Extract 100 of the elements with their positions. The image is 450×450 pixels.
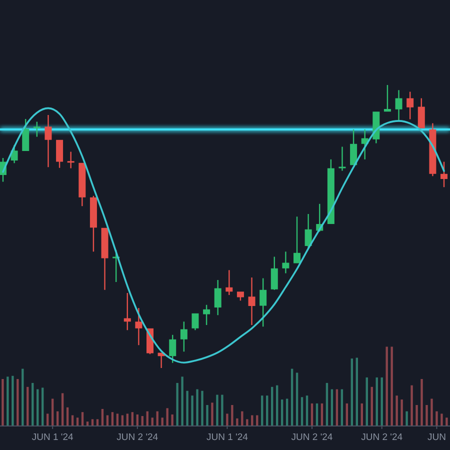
bar xyxy=(376,377,378,426)
bar xyxy=(81,412,84,426)
bar xyxy=(156,411,158,426)
bar xyxy=(221,394,224,426)
bar xyxy=(181,376,184,426)
bar xyxy=(216,394,218,426)
bar xyxy=(286,398,288,426)
bar xyxy=(276,385,278,426)
bar xyxy=(91,419,94,426)
candlestick xyxy=(44,115,52,168)
bar xyxy=(12,376,14,426)
bar xyxy=(206,405,208,426)
bar xyxy=(270,386,274,426)
candlestick xyxy=(395,90,402,120)
candlestick xyxy=(248,277,256,325)
bar xyxy=(420,379,423,426)
bar xyxy=(241,411,244,426)
bar xyxy=(171,414,174,426)
bar xyxy=(310,403,314,426)
bar xyxy=(151,418,154,426)
candlestick xyxy=(226,270,233,295)
bar xyxy=(191,396,194,426)
bar xyxy=(236,418,238,426)
x-tick-label: JUN 1 '24 xyxy=(206,432,248,443)
x-tick-label: JUN 2 '24 xyxy=(291,432,333,443)
candlestick xyxy=(214,280,222,316)
bar xyxy=(146,411,148,426)
bar xyxy=(356,358,358,426)
bar xyxy=(350,358,354,426)
bar xyxy=(76,418,79,426)
bar xyxy=(42,388,44,426)
bar xyxy=(380,377,383,426)
bar xyxy=(211,402,214,426)
bar xyxy=(166,408,168,426)
bar xyxy=(300,397,304,426)
bar xyxy=(326,382,328,426)
bar xyxy=(22,368,24,426)
bar xyxy=(51,398,54,426)
bar xyxy=(416,405,418,426)
candlestick xyxy=(67,152,74,168)
bar xyxy=(406,411,408,426)
x-tick-label: JUN 2 '24 xyxy=(116,432,158,443)
bar xyxy=(316,403,318,426)
bar xyxy=(111,412,114,426)
bar xyxy=(231,405,234,426)
candlestick xyxy=(33,122,40,137)
bar xyxy=(26,386,29,426)
bar xyxy=(366,377,368,426)
bar xyxy=(36,389,39,426)
bar xyxy=(440,414,443,426)
bar xyxy=(261,396,264,426)
bar xyxy=(226,414,228,426)
bar xyxy=(116,414,119,426)
candlestick xyxy=(282,252,290,274)
x-tick-label: JUN 2 '24 xyxy=(361,432,403,443)
bar xyxy=(410,385,413,426)
bar xyxy=(290,368,294,426)
bar xyxy=(436,411,438,426)
bar xyxy=(66,407,69,426)
x-tick-label: JUN 1 '24 xyxy=(32,432,74,443)
bar xyxy=(126,414,129,426)
bar xyxy=(370,386,373,426)
bar xyxy=(360,403,363,426)
bar xyxy=(101,408,104,426)
bar xyxy=(266,396,268,426)
bar xyxy=(386,346,388,426)
bar xyxy=(186,390,188,426)
bar xyxy=(306,396,308,426)
bar xyxy=(136,414,138,426)
bar xyxy=(340,389,344,426)
bar xyxy=(6,376,9,426)
bar xyxy=(196,389,198,426)
bar xyxy=(320,403,324,426)
bar xyxy=(176,382,178,426)
bar xyxy=(201,390,204,426)
bar xyxy=(56,411,59,426)
bar xyxy=(161,418,164,426)
bar xyxy=(61,393,64,426)
bar xyxy=(32,382,34,426)
bar xyxy=(396,396,398,426)
bar xyxy=(390,346,393,426)
bar xyxy=(296,372,298,426)
bar xyxy=(16,379,19,426)
bar xyxy=(426,405,428,426)
bar xyxy=(336,389,338,426)
bar xyxy=(131,412,134,426)
bar xyxy=(346,403,348,426)
bar xyxy=(246,419,248,426)
bar xyxy=(330,389,334,426)
candlestick xyxy=(338,146,346,171)
bar xyxy=(2,379,4,426)
bar xyxy=(446,418,448,426)
bar xyxy=(86,422,89,426)
bar xyxy=(280,399,284,426)
bar xyxy=(430,398,433,426)
bar xyxy=(400,399,403,426)
x-tick-label: JUN xyxy=(427,432,446,443)
bar xyxy=(96,419,99,426)
bar xyxy=(46,414,49,426)
candlestick xyxy=(135,308,142,346)
